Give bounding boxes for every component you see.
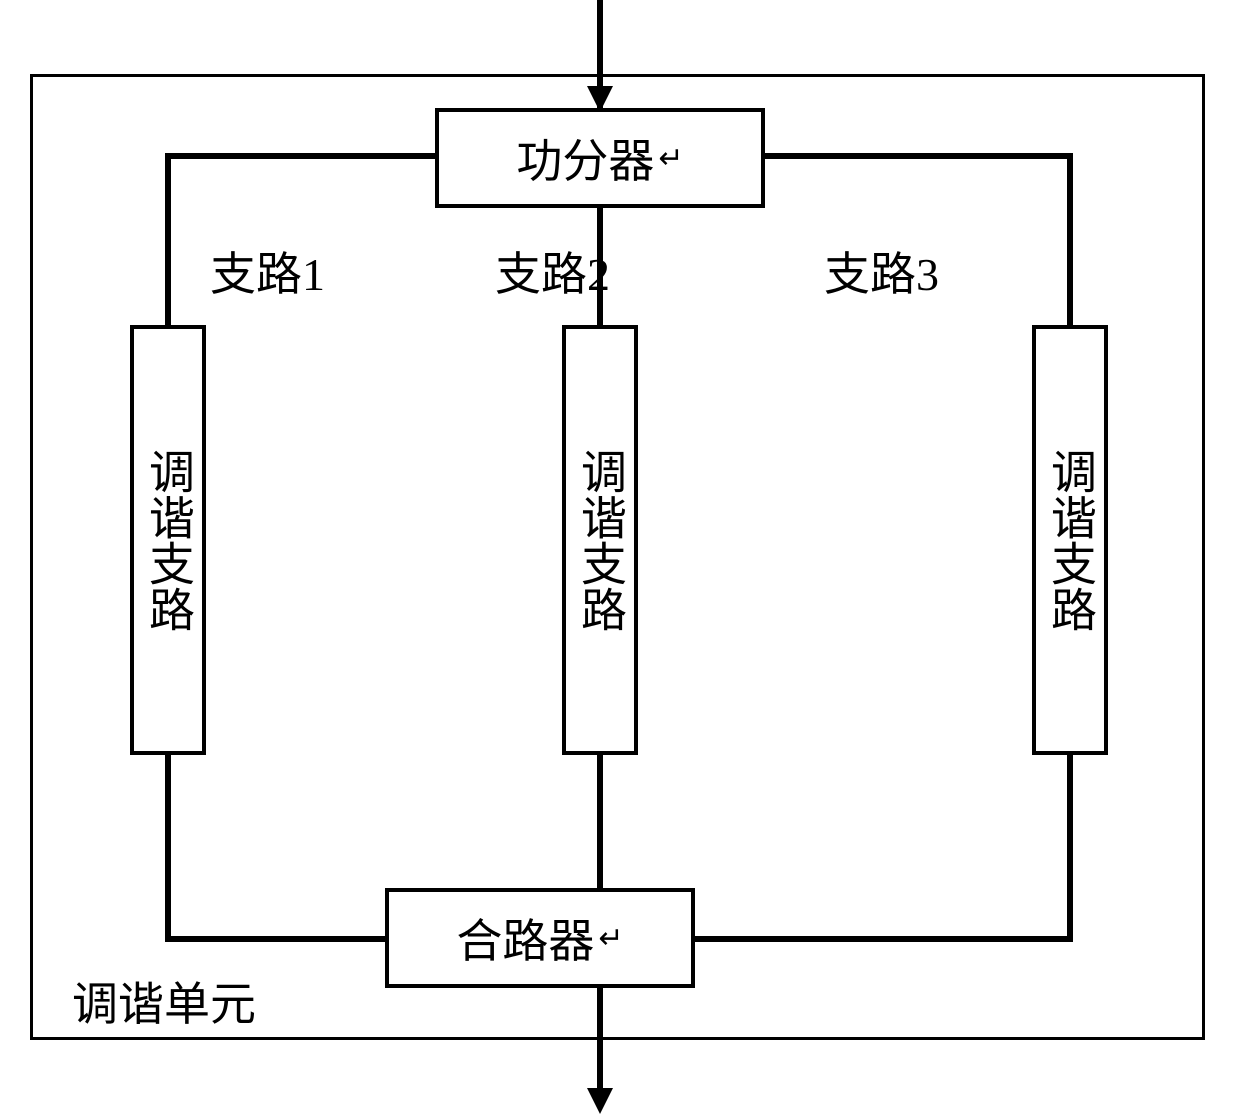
branch1-box-label: 调谐支路 [135,448,201,632]
branch2-box-label: 调谐支路 [567,448,633,632]
b1-bot-v [165,755,171,942]
combiner-label: 合路器 [456,905,594,971]
branch3-label: 支路3 [824,238,939,304]
container-label: 调谐单元 [72,968,256,1034]
splitter-eol: ↵ [658,141,683,176]
output-arrowhead [587,1088,613,1114]
combiner-eol: ↵ [598,921,623,956]
branch3-box: 调谐支路 [1032,325,1108,755]
b3-top-h [765,153,1073,159]
output-line [597,988,603,1096]
b2-top-v [597,208,603,325]
branch3-box-label: 调谐支路 [1037,448,1103,632]
branch2-box: 调谐支路 [562,325,638,755]
b3-bot-v [1067,755,1073,942]
b3-bot-h [695,936,1073,942]
branch1-label: 支路1 [210,238,325,304]
branch1-box: 调谐支路 [130,325,206,755]
b1-top-h [165,153,435,159]
splitter-label: 功分器 [516,125,654,191]
branch2-label: 支路2 [495,238,610,304]
b3-top-v [1067,153,1073,325]
combiner-box: 合路器 ↵ [385,888,695,988]
splitter-box: 功分器 ↵ [435,108,765,208]
b1-top-v [165,153,171,325]
b2-bot-v [597,755,603,888]
b1-bot-h [165,936,385,942]
